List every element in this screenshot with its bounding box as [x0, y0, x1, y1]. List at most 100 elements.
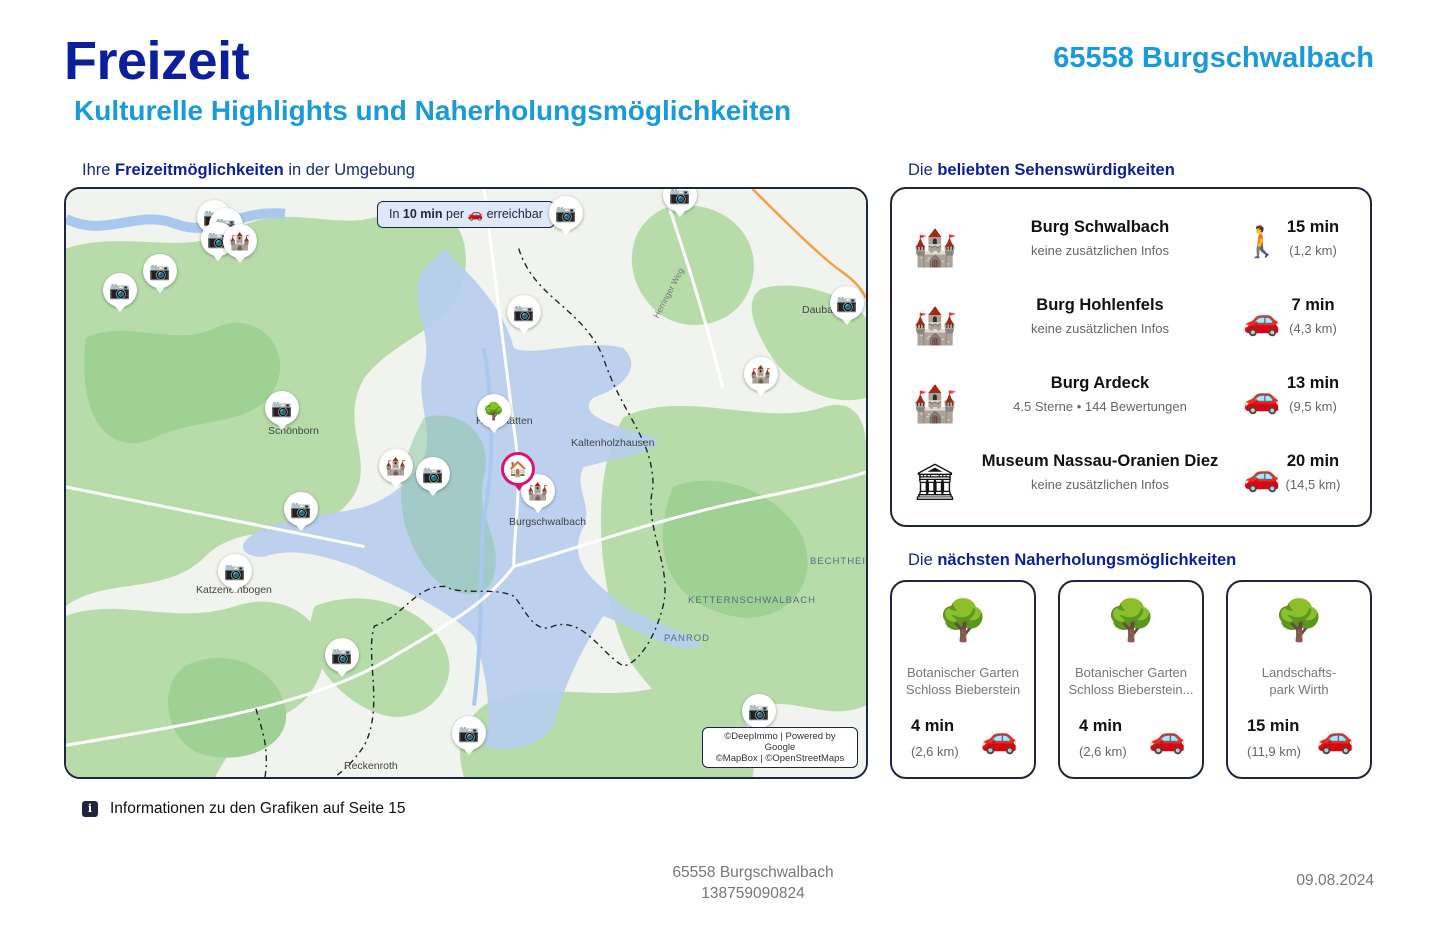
sight-distance: (4,3 km)	[1289, 321, 1337, 336]
recreation-time: 4 min	[911, 717, 955, 735]
recreation-name: Botanischer Garten Schloss Bieberstein..…	[1064, 664, 1198, 698]
camera-icon[interactable]: 📷	[284, 492, 318, 531]
sight-name: Burg Hohlenfels	[1036, 296, 1164, 314]
recreation-name-line2: park Wirth	[1269, 682, 1329, 697]
walking-icon: 🚶	[1243, 226, 1281, 259]
tree-icon: 🌳	[1106, 599, 1156, 643]
museum-icon: 🏛	[912, 461, 958, 502]
recreation-name-line2: Schloss Bieberstein	[905, 682, 1021, 697]
recreation-name-line1: Botanischer Garten	[1074, 665, 1187, 680]
car-icon: 🚗	[467, 207, 484, 221]
sight-distance: (1,2 km)	[1289, 243, 1337, 258]
recreation-section-label: Die nächsten Naherholungsmöglichkeiten	[908, 551, 1236, 570]
sight-time: 13 min	[1286, 374, 1340, 392]
camera-icon[interactable]: 📷	[325, 638, 359, 677]
castle-icon: 🏰	[912, 227, 958, 268]
footer-date: 09.08.2024	[1296, 872, 1374, 889]
recreation-label-bold: nächsten Naherholungsmöglichkeiten	[937, 551, 1237, 569]
camera-icon[interactable]: 📷	[265, 391, 299, 430]
car-icon: 🚗	[1243, 382, 1281, 415]
sight-distance: (9,5 km)	[1289, 399, 1337, 414]
map-attribution-line2: ©MapBox | ©OpenStreetMaps	[715, 753, 845, 764]
info-icon: i	[82, 801, 98, 817]
recreation-card[interactable]: 🌳 Landschafts- park Wirth 15 min (11,9 k…	[1226, 580, 1372, 779]
recreation-name: Botanischer Garten Schloss Bieberstein	[896, 664, 1030, 698]
sights-label-prefix: Die	[908, 161, 938, 179]
home-location-icon[interactable]: 🏠	[501, 452, 535, 491]
page-title: Freizeit	[64, 31, 250, 91]
recreation-time: 15 min	[1247, 717, 1300, 735]
sight-time: 7 min	[1291, 296, 1335, 314]
sight-info: keine zusätzlichen Infos	[1030, 243, 1170, 258]
reach-badge-suffix: erreichbar	[483, 207, 543, 221]
sight-time: 15 min	[1286, 218, 1340, 236]
sight-row[interactable]: 🏛 Museum Nassau-Oranien Diez keine zusät…	[892, 445, 1370, 515]
leisure-map[interactable]: In 10 min per 🚗 erreichbar Schönborn Hah…	[64, 187, 868, 779]
recreation-distance: (2,6 km)	[911, 744, 959, 759]
map-label-ketternschwalbach: KETTERNSCHWALBACH	[688, 595, 817, 606]
recreation-distance: (2,6 km)	[1079, 744, 1127, 759]
map-label-burgschwalbach: Burgschwalbach	[509, 516, 587, 528]
map-label-bold: Freizeitmöglichkeiten	[115, 161, 284, 179]
map-label-reckenroth: Reckenroth	[344, 760, 398, 772]
map-label-kaltenholzhausen: Kaltenholzhausen	[571, 437, 655, 449]
location-title: 65558 Burgschwalbach	[1053, 42, 1374, 74]
camera-icon[interactable]: 📷	[416, 457, 450, 496]
reach-badge-prefix: In	[389, 207, 403, 221]
castle-icon[interactable]: 🏰	[379, 449, 413, 488]
map-background	[66, 189, 866, 777]
sights-label-bold: beliebten Sehenswürdigkeiten	[937, 161, 1175, 179]
sight-time: 20 min	[1286, 452, 1340, 470]
camera-icon[interactable]: 📷	[143, 254, 177, 293]
map-label-prefix: Ihre	[82, 161, 116, 179]
map-attribution: ©DeepImmo | Powered by Google ©MapBox | …	[702, 727, 858, 768]
sight-name: Burg Schwalbach	[1030, 218, 1170, 236]
recreation-name-line1: Landschafts-	[1261, 665, 1337, 680]
castle-icon[interactable]: 🏰	[223, 224, 257, 263]
info-note-text: Informationen zu den Grafiken auf Seite …	[110, 800, 406, 817]
camera-icon[interactable]: 📷	[507, 295, 541, 334]
sights-card: 🏰 Burg Schwalbach keine zusätzlichen Inf…	[890, 187, 1372, 527]
map-label-suffix: in der Umgebung	[283, 161, 415, 179]
sight-name: Burg Ardeck	[1050, 374, 1150, 392]
camera-icon[interactable]: 📷	[742, 694, 776, 733]
sight-row[interactable]: 🏰 Burg Hohlenfels keine zusätzlichen Inf…	[892, 289, 1370, 359]
camera-icon[interactable]: 📷	[830, 286, 864, 325]
recreation-name-line1: Botanischer Garten	[906, 665, 1019, 680]
car-icon: 🚗	[1316, 722, 1354, 755]
footer-id: 138759090824	[701, 885, 805, 902]
castle-icon[interactable]: 🏰	[744, 357, 778, 396]
camera-icon[interactable]: 📷	[549, 196, 583, 235]
castle-icon: 🏰	[912, 383, 958, 424]
tree-icon: 🌳	[938, 599, 988, 643]
camera-icon[interactable]: 📷	[663, 189, 697, 217]
map-attribution-line1: ©DeepImmo | Powered by Google	[724, 731, 836, 753]
sight-distance: (14,5 km)	[1285, 477, 1341, 492]
footer-location: 65558 Burgschwalbach	[672, 864, 834, 881]
sight-name: Museum Nassau-Oranien Diez	[981, 452, 1219, 470]
recreation-name-line2: Schloss Bieberstein...	[1068, 682, 1194, 697]
map-label-panrod: PANROD	[664, 633, 710, 644]
footer-center: 65558 Burgschwalbach 138759090824	[0, 862, 1440, 904]
reach-badge-time: 10 min	[402, 207, 443, 221]
recreation-card[interactable]: 🌳 Botanischer Garten Schloss Bieberstein…	[1058, 580, 1204, 779]
sight-info: keine zusätzlichen Infos	[1030, 477, 1170, 492]
recreation-label-prefix: Die	[908, 551, 938, 569]
sight-row[interactable]: 🏰 Burg Schwalbach keine zusätzlichen Inf…	[892, 211, 1370, 281]
map-label-schonborn: Schönborn	[268, 425, 319, 437]
car-icon: 🚗	[980, 722, 1018, 755]
map-section-label: Ihre Freizeitmöglichkeiten in der Umgebu…	[82, 161, 415, 180]
reach-badge-middle: per	[442, 207, 468, 221]
car-icon: 🚗	[1243, 460, 1281, 493]
camera-icon[interactable]: 📷	[452, 716, 486, 755]
sight-info: keine zusätzlichen Infos	[1030, 321, 1170, 336]
tree-icon[interactable]: 🌳	[477, 394, 511, 433]
recreation-distance: (11,9 km)	[1247, 744, 1301, 759]
map-label-bechtheim: BECHTHEIM	[810, 556, 867, 567]
recreation-card[interactable]: 🌳 Botanischer Garten Schloss Bieberstein…	[890, 580, 1036, 779]
tree-icon: 🌳	[1274, 599, 1324, 643]
reach-badge: In 10 min per 🚗 erreichbar	[377, 201, 555, 228]
camera-icon[interactable]: 📷	[103, 273, 137, 312]
camera-icon[interactable]: 📷	[218, 554, 252, 593]
sight-row[interactable]: 🏰 Burg Ardeck 4.5 Sterne • 144 Bewertung…	[892, 367, 1370, 437]
